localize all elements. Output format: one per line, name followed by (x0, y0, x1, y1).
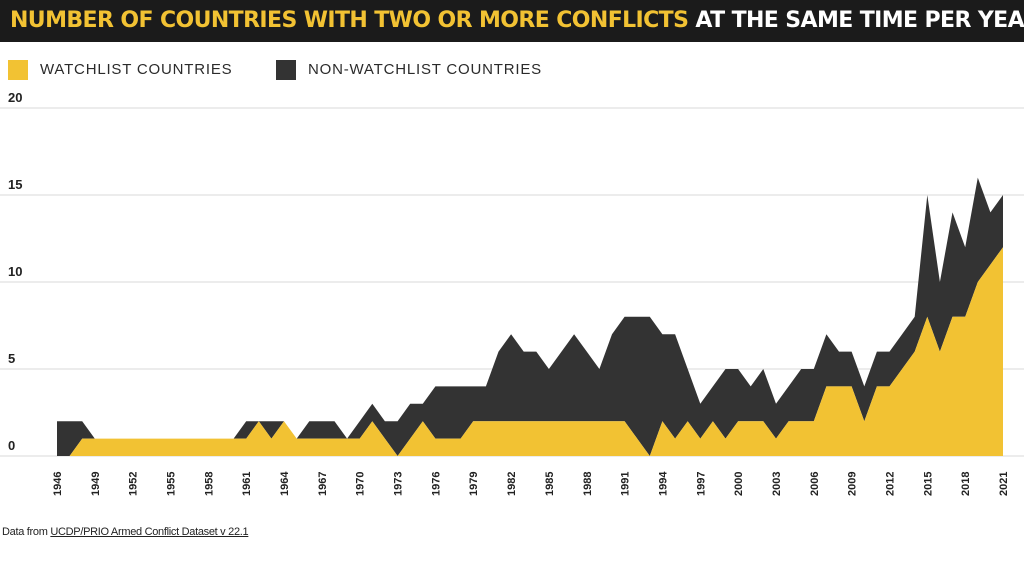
x-tick-label-1988: 1988 (582, 472, 594, 496)
x-tick-label-1976: 1976 (430, 472, 442, 496)
x-tick-label-1955: 1955 (166, 472, 178, 496)
x-tick-label-1946: 1946 (52, 472, 64, 496)
x-tick-label-2018: 2018 (960, 472, 972, 496)
x-tick-label-2006: 2006 (809, 472, 821, 496)
x-tick-label-1982: 1982 (506, 472, 518, 496)
legend-label-non-watchlist: NON-WATCHLIST COUNTRIES (308, 61, 542, 78)
legend-swatch-non-watchlist (276, 60, 296, 80)
x-tick-label-2021: 2021 (998, 472, 1010, 496)
x-tick-label-1994: 1994 (657, 471, 669, 496)
chart-title-rest: AT THE SAME TIME PER YEAR (688, 8, 1024, 33)
chart-title-highlight: NUMBER OF COUNTRIES WITH TWO OR MORE CON… (10, 8, 689, 33)
area-watchlist (57, 247, 1003, 456)
area-chart: 0 5 10 15 20 1946 1949 1952 1955 1958 1961 1964 1967… (0, 90, 1024, 496)
y-tick-label-10: 10 (8, 264, 22, 279)
x-tick-label-1961: 1961 (241, 472, 253, 496)
source-note: Data from UCDP/PRIO Armed Conflict Datas… (2, 526, 249, 538)
x-tick-label-1970: 1970 (355, 472, 367, 496)
y-tick-label-20: 20 (8, 90, 22, 105)
legend-swatch-watchlist (8, 60, 28, 80)
x-tick-label-1964: 1964 (279, 471, 291, 496)
legend-label-watchlist: WATCHLIST COUNTRIES (40, 61, 233, 78)
x-tick-label-2009: 2009 (847, 472, 859, 496)
x-tick-label-2003: 2003 (771, 472, 783, 496)
source-prefix: Data from (2, 526, 51, 538)
x-tick-label-2015: 2015 (922, 472, 934, 496)
x-tick-label-1949: 1949 (90, 472, 102, 496)
x-tick-label-2000: 2000 (733, 472, 745, 496)
x-tick-label-1952: 1952 (128, 472, 140, 496)
x-tick-label-1991: 1991 (620, 472, 632, 496)
x-tick-label-1973: 1973 (393, 472, 405, 496)
x-tick-label-1958: 1958 (203, 472, 215, 496)
x-tick-label-1967: 1967 (317, 472, 329, 496)
x-tick-label-2012: 2012 (884, 472, 896, 496)
y-tick-label-0: 0 (8, 438, 15, 453)
x-tick-label-1985: 1985 (544, 472, 556, 496)
x-tick-label-1997: 1997 (695, 472, 707, 496)
source-link[interactable]: UCDP/PRIO Armed Conflict Dataset v 22.1 (50, 526, 249, 538)
title-bar: NUMBER OF COUNTRIES WITH TWO OR MORE CON… (0, 0, 1024, 42)
area-non-watchlist (57, 177, 1003, 456)
chart-title: NUMBER OF COUNTRIES WITH TWO OR MORE CON… (10, 8, 1024, 33)
x-tick-label-1979: 1979 (468, 472, 480, 496)
y-tick-label-5: 5 (8, 351, 15, 366)
y-tick-label-15: 15 (8, 177, 22, 192)
